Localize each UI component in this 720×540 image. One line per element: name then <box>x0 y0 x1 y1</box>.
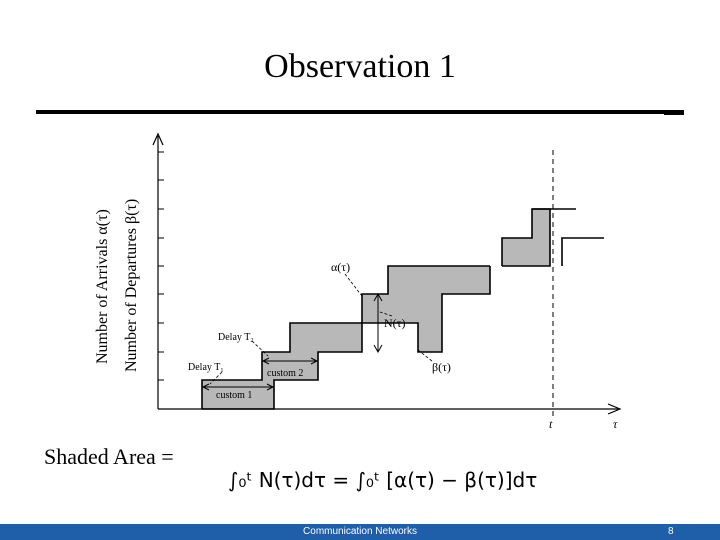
t-axis-label: t <box>549 417 553 431</box>
N-leader <box>379 311 393 317</box>
title-divider <box>36 110 684 114</box>
y-axis-label-arrivals: Number of Arrivals α(τ) <box>94 209 111 364</box>
beta-label: β(τ) <box>432 360 451 374</box>
delay-t1-leader <box>209 371 223 385</box>
tau-axis-label: τ <box>613 417 618 431</box>
custom1-arrow-head-right <box>266 383 275 391</box>
shaded-area-upper <box>502 209 550 266</box>
custom1-label: custom 1 <box>216 390 252 401</box>
x-axis-arrow <box>607 403 622 415</box>
N-arrow-head-bottom <box>373 344 383 354</box>
y-axis-ticks <box>158 151 164 381</box>
shaded-area <box>202 266 490 409</box>
page-number: 8 <box>668 526 674 537</box>
alpha-label: α(τ) <box>331 260 350 274</box>
custom2-arrow-head-right <box>310 357 319 365</box>
equation-formula: ∫₀ᵗ N(τ)dτ = ∫₀ᵗ [α(τ) − β(τ)]dτ <box>228 468 538 492</box>
delay-t2-leader <box>251 340 269 357</box>
departures-curve <box>202 266 491 410</box>
y-axis-label-departures: Number of Departures β(τ) <box>123 199 140 372</box>
y-axis-arrow <box>152 132 164 146</box>
title-divider-tail <box>664 114 684 115</box>
departures-curve-upper <box>502 208 551 267</box>
N-label: N(τ) <box>384 316 405 330</box>
footer-bar <box>0 524 720 540</box>
custom2-arrow-head-left <box>261 357 270 365</box>
footer-text: Communication Networks <box>303 526 417 537</box>
custom1-arrow-head-left <box>201 383 210 391</box>
alpha-leader <box>344 273 363 297</box>
departures-curve-tail <box>561 237 604 266</box>
custom2-label: custom 2 <box>267 368 303 379</box>
delay-t2-label: Delay T₂ <box>218 332 254 343</box>
arrivals-curve <box>201 265 490 409</box>
delay-t1-label: Delay T₁ <box>188 362 224 373</box>
beta-leader <box>417 349 433 362</box>
slide-title: Observation 1 <box>264 48 456 85</box>
equation-lhs: Shaded Area = <box>44 444 174 469</box>
N-arrow-head-top <box>373 292 383 302</box>
